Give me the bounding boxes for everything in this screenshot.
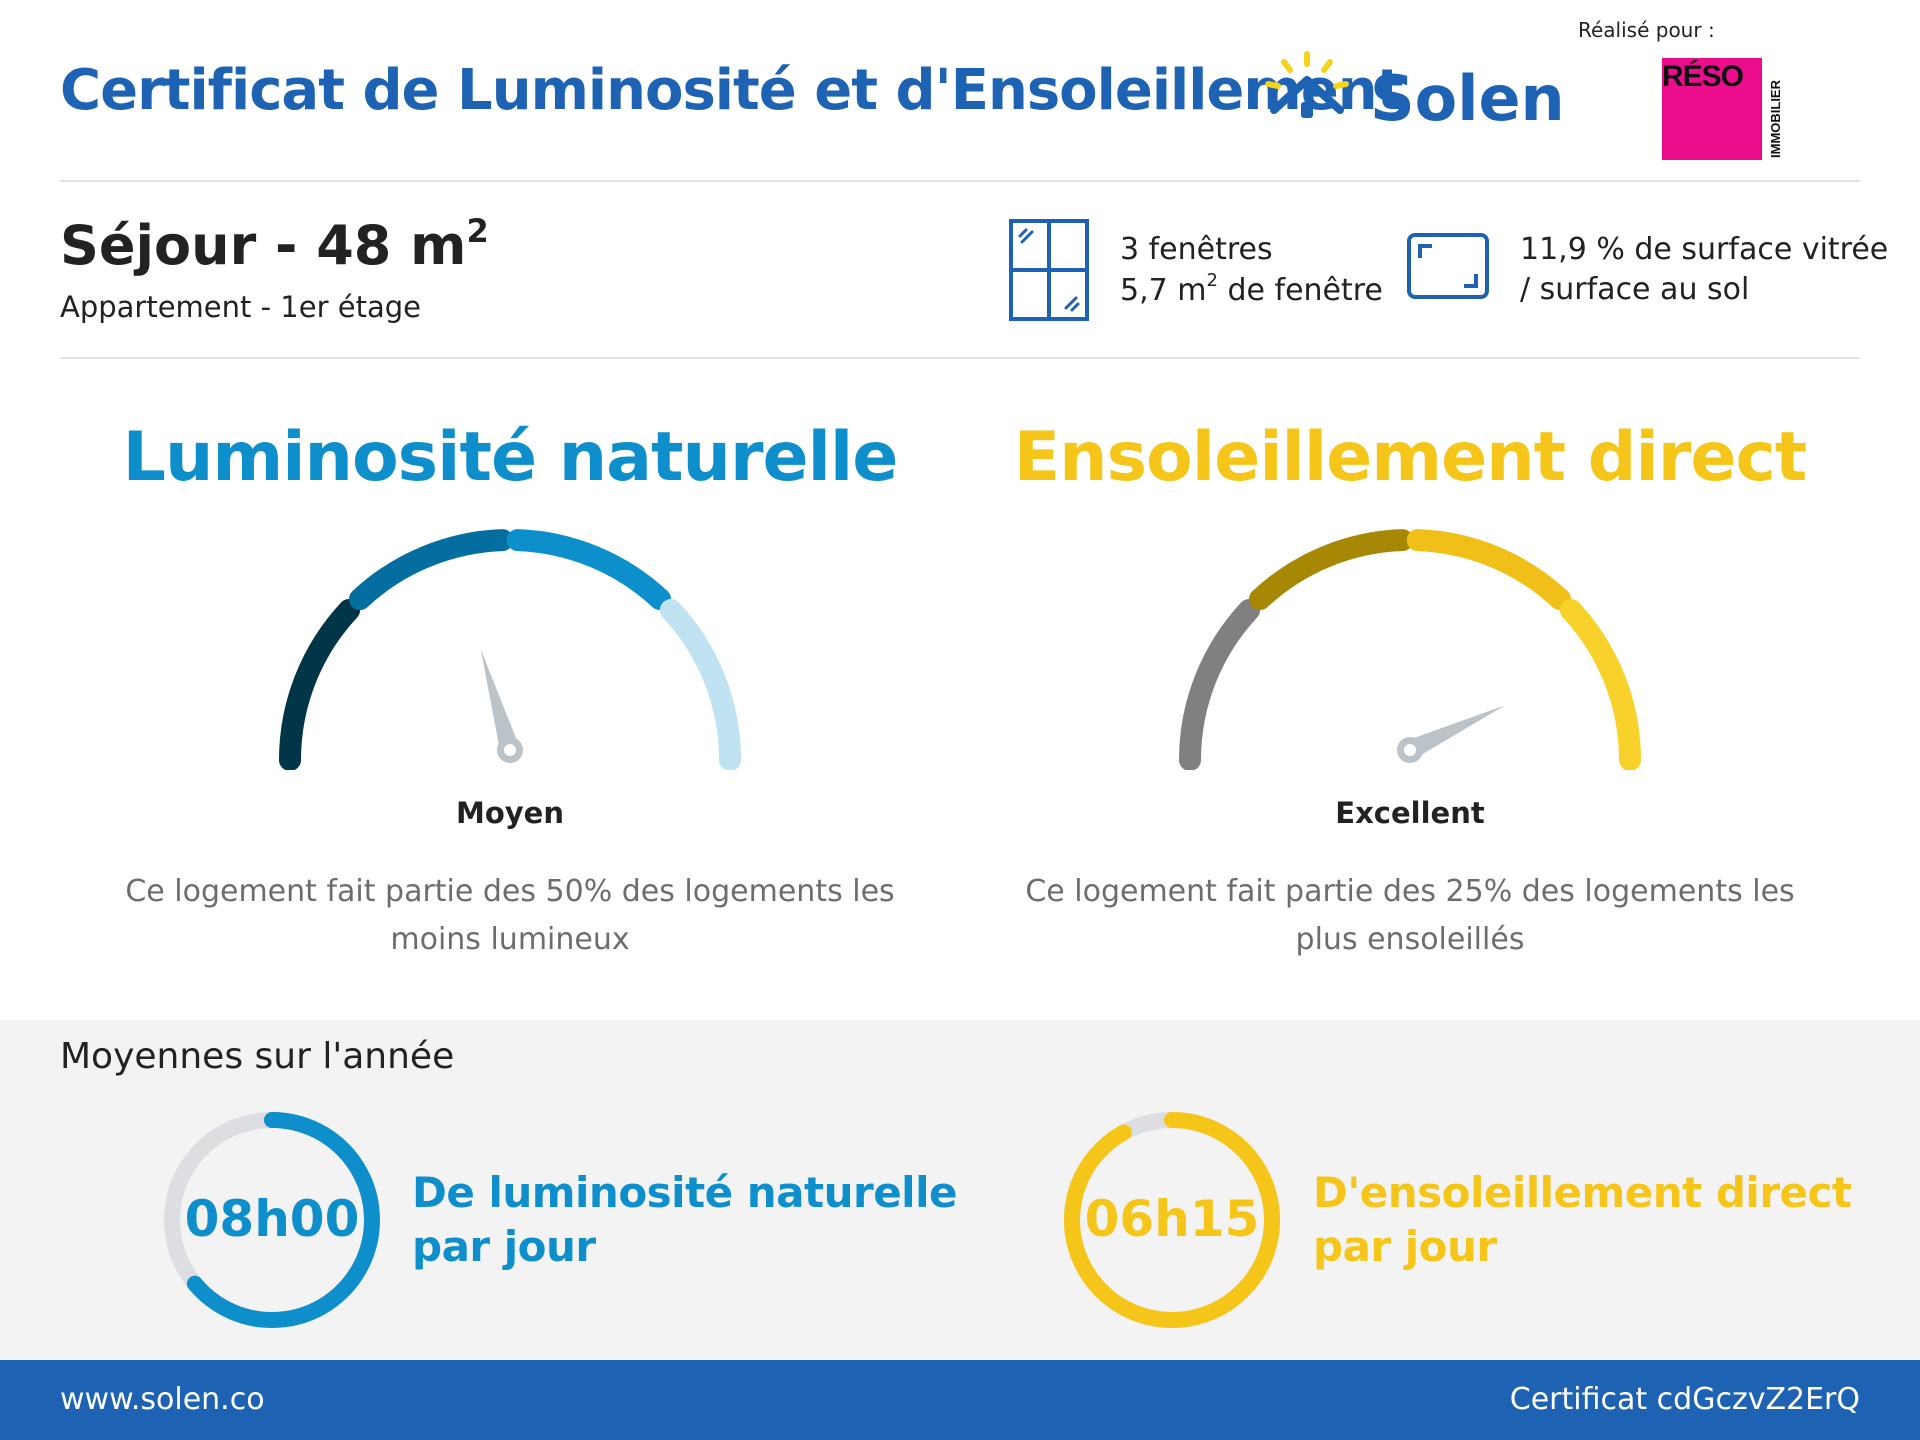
luminosity-gauge-segment-2 [349, 529, 514, 611]
luminosity-gauge [279, 529, 741, 770]
sunshine-gauge-segment-1 [1179, 599, 1261, 770]
luminosity-description: Ce logement fait partie des 50% des loge… [125, 874, 895, 957]
made-for-label: Réalisé pour : [1578, 18, 1715, 42]
room-divider [60, 357, 1860, 359]
sunshine-rating: Excellent [1335, 796, 1485, 830]
footer-certificate-id: Certificat cdGczvZ2ErQ [1509, 1382, 1860, 1417]
sunshine-title: Ensoleillement direct [1013, 418, 1808, 497]
glazed-surface-line1: 11,9 % de surface vitrée [1520, 232, 1889, 267]
luminosity-gauge-segment-1 [279, 599, 361, 770]
header-divider [60, 180, 1860, 182]
sunshine-gauge-needle [1397, 705, 1505, 763]
luminosity-rating: Moyen [456, 796, 564, 830]
sunshine-daily-label: D'ensoleillement direct par jour [1313, 1168, 1852, 1271]
sunshine-gauge-segment-3 [1406, 529, 1571, 611]
reso-immobilier-logo: RÉSO IMMOBILIER [1662, 58, 1783, 160]
luminosity-daily-ring [164, 1112, 380, 1328]
luminosity-gauge-needle [480, 649, 523, 763]
svg-text:RÉSO: RÉSO [1662, 59, 1744, 93]
svg-text:IMMOBILIER: IMMOBILIER [1768, 79, 1783, 158]
sunshine-gauge-segment-4 [1559, 599, 1641, 770]
solen-brand: Solen [1370, 62, 1565, 135]
footer-bar [0, 1360, 1920, 1440]
surface-ratio-icon [1407, 233, 1489, 299]
footer-website-link[interactable]: www.solen.co [60, 1382, 265, 1417]
solen-sun-house-icon [1265, 51, 1349, 118]
certificate-title: Certificat de Luminosité et d'Ensoleille… [60, 58, 1403, 123]
sunshine-ring-progress [1064, 1112, 1281, 1328]
windows-count: 3 fenêtres [1120, 232, 1273, 267]
luminosity-daily-label: De luminosité naturelle par jour [412, 1168, 957, 1271]
sunshine-gauge [1179, 529, 1641, 770]
window-icon [1009, 219, 1089, 321]
luminosity-daily-value: 08h00 [184, 1190, 360, 1248]
room-title: Séjour - 48 m2 [60, 212, 489, 277]
luminosity-ring-progress [186, 1112, 380, 1328]
room-subtitle: Appartement - 1er étage [60, 290, 421, 324]
luminosity-title: Luminosité naturelle [122, 418, 899, 497]
luminosity-gauge-segment-3 [506, 529, 671, 611]
sunshine-gauge-segment-2 [1249, 529, 1414, 611]
glazed-surface-line2: / surface au sol [1520, 272, 1750, 307]
sunshine-description: Ce logement fait partie des 25% des loge… [1025, 874, 1795, 957]
sunshine-daily-ring [1064, 1112, 1281, 1328]
yearly-averages-title: Moyennes sur l'année [60, 1036, 455, 1077]
sunshine-daily-value: 06h15 [1084, 1190, 1260, 1248]
windows-area: 5,7 m2 de fenêtre [1120, 270, 1383, 308]
luminosity-gauge-segment-4 [659, 599, 741, 770]
